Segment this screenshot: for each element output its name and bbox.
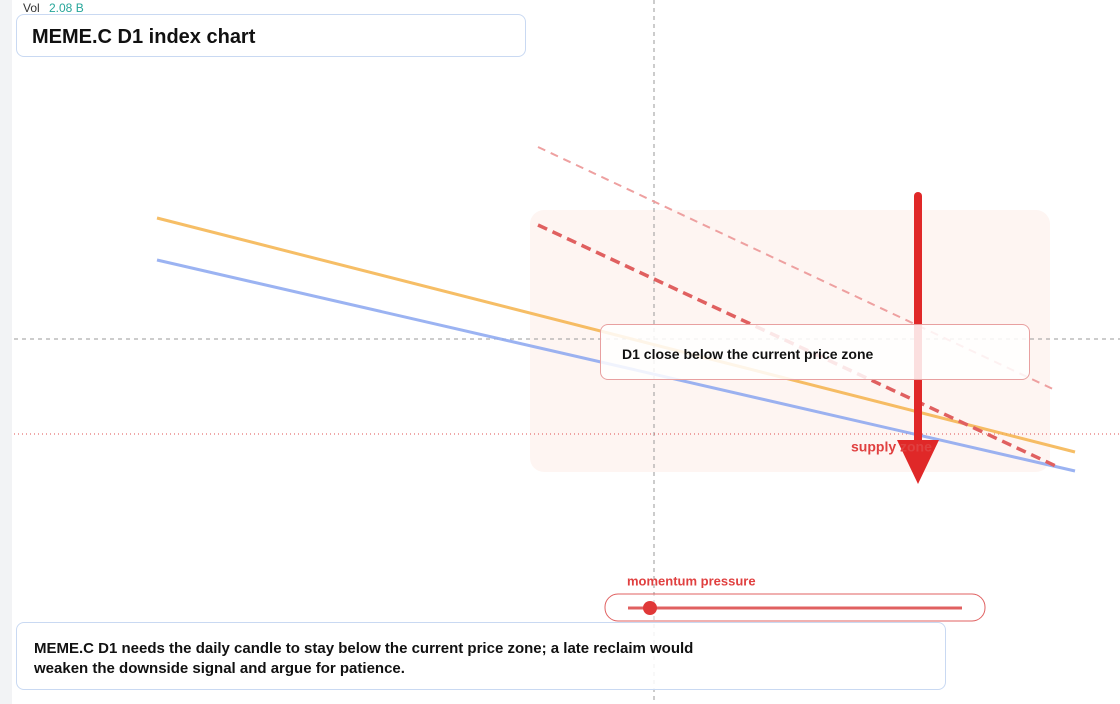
left-strip [0, 0, 12, 704]
footer-note: MEME.C D1 needs the daily candle to stay… [16, 622, 946, 690]
zone-label: supply zone [851, 439, 932, 455]
volume-label: Vol [23, 1, 40, 15]
callout: D1 close below the current price zone [600, 324, 1030, 380]
arrow-head [897, 440, 939, 484]
title: MEME.C D1 index chart [16, 14, 526, 57]
volume-value: 2.08 B [49, 1, 84, 15]
footer-text: MEME.C D1 needs the daily candle to stay… [34, 640, 694, 677]
momentum-dot [643, 601, 657, 615]
momentum-label: momentum pressure [627, 573, 756, 588]
